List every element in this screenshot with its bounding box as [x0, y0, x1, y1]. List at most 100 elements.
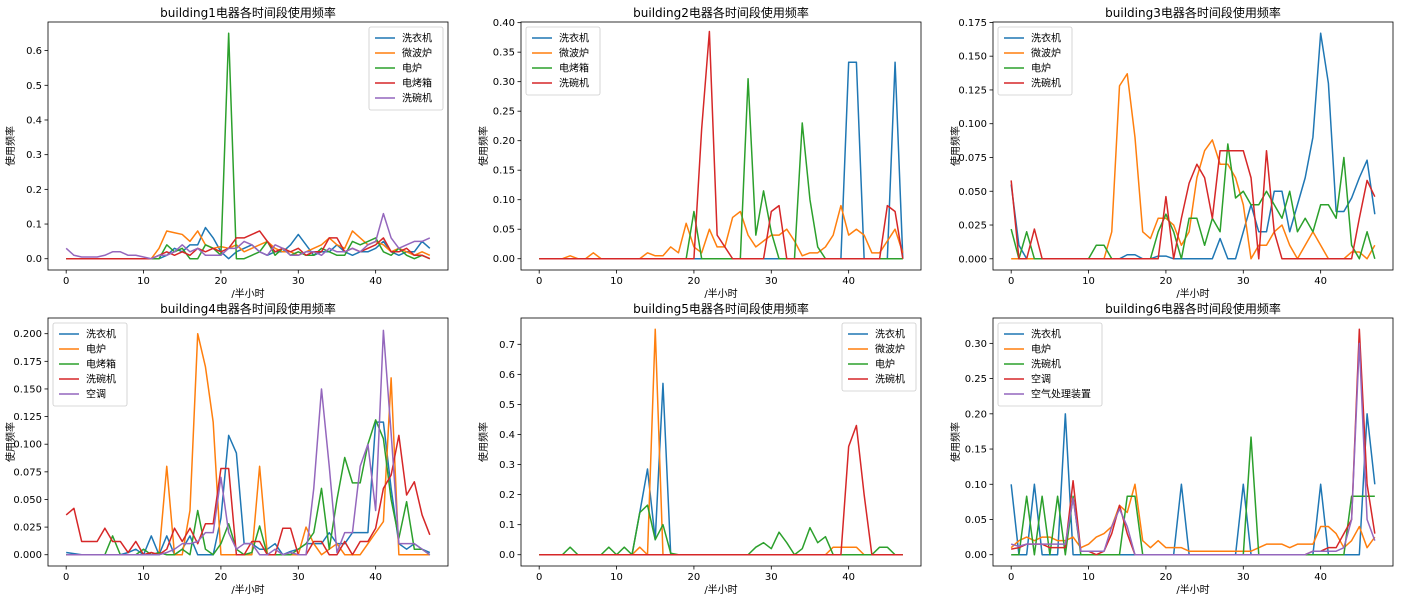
y-tick-label: 0.10 — [493, 195, 515, 206]
legend-label: 洗衣机 — [875, 328, 905, 341]
y-tick-label: 0.30 — [965, 339, 987, 350]
legend-label: 洗衣机 — [1031, 32, 1061, 45]
y-tick-label: 0.0 — [26, 254, 42, 265]
x-tick-label: 0 — [63, 276, 69, 287]
series-line-4 — [539, 30, 904, 260]
chart-panel-6: building6电器各时间段使用频率 0 10 20 30 40 0.00 0.05 0.10… — [949, 301, 1394, 596]
legend-label: 洗碗机 — [1031, 358, 1061, 371]
y-tick-label: 0.25 — [965, 374, 987, 385]
y-tick-label: 0.20 — [965, 409, 987, 420]
y-tick-label: 0.5 — [499, 400, 515, 411]
series-line-4 — [66, 230, 431, 260]
x-tick-label: 20 — [215, 572, 228, 583]
series-line-4 — [1010, 149, 1376, 260]
x-tick-label: 0 — [536, 572, 542, 583]
x-axis-label: /半小时 — [704, 583, 737, 596]
x-axis-label: /半小时 — [1176, 287, 1209, 300]
plot-frame — [520, 21, 922, 271]
legend-label: 电烤箱 — [86, 358, 116, 371]
legend-label: 空调 — [86, 388, 106, 401]
y-tick-label: 0.40 — [493, 18, 515, 29]
y-tick-label: 0.00 — [493, 254, 515, 265]
y-tick-label: 0.5 — [26, 81, 42, 92]
legend-label: 电炉 — [1031, 343, 1051, 356]
y-tick-label: 0.30 — [493, 77, 515, 88]
chart-panel-5: building5电器各时间段使用频率 0 10 20 30 40 0.0 0.1 0.2 0.3… — [477, 301, 922, 596]
legend-label: 洗碗机 — [875, 373, 905, 386]
y-tick-label: 0.175 — [958, 18, 987, 29]
x-tick-label: 20 — [1160, 572, 1173, 583]
y-tick-label: 0.7 — [499, 340, 515, 351]
y-tick-label: 0.000 — [13, 550, 42, 561]
x-tick-label: 10 — [1082, 572, 1095, 583]
x-tick-label: 30 — [765, 572, 778, 583]
y-tick-label: 0.2 — [499, 490, 515, 501]
x-tick-label: 0 — [536, 276, 542, 287]
plot-frame — [520, 317, 922, 567]
series-line-5 — [65, 212, 431, 260]
chart-title: building2电器各时间段使用频率 — [633, 5, 809, 20]
x-axis-label: /半小时 — [231, 287, 264, 300]
y-tick-label: 0.175 — [13, 357, 42, 368]
y-tick-label: 0.35 — [493, 48, 515, 59]
x-tick-label: 40 — [842, 572, 855, 583]
series-line-3 — [1011, 436, 1375, 556]
x-tick-label: 10 — [137, 572, 150, 583]
series-line-5 — [1010, 342, 1376, 556]
x-tick-label: 0 — [1008, 276, 1014, 287]
legend-label: 洗碗机 — [559, 77, 589, 90]
y-tick-label: 0.150 — [13, 384, 42, 395]
chart-title: building3电器各时间段使用频率 — [1105, 5, 1281, 20]
legend-label: 洗碗机 — [1031, 77, 1061, 90]
x-tick-label: 0 — [63, 572, 69, 583]
y-tick-label: 0.15 — [965, 445, 987, 456]
legend-label: 洗衣机 — [86, 328, 116, 341]
y-tick-label: 0.10 — [965, 480, 987, 491]
x-axis-label: /半小时 — [704, 287, 737, 300]
legend-label: 空气处理装置 — [1031, 388, 1091, 401]
x-tick-label: 40 — [842, 276, 855, 287]
x-axis-label: /半小时 — [1176, 583, 1209, 596]
x-tick-label: 40 — [369, 276, 382, 287]
x-tick-label: 10 — [137, 276, 150, 287]
y-tick-label: 0.2 — [26, 185, 42, 196]
legend-box — [997, 322, 1103, 407]
y-axis-label: 使用频率 — [4, 126, 17, 166]
series-line-2 — [1010, 483, 1376, 552]
y-tick-label: 0.3 — [26, 150, 42, 161]
y-tick-label: 0.0 — [499, 550, 515, 561]
x-tick-label: 40 — [1314, 572, 1327, 583]
series-line-1 — [66, 421, 431, 556]
y-tick-label: 0.1 — [499, 520, 515, 531]
x-tick-label: 0 — [1008, 572, 1014, 583]
legend-label: 洗衣机 — [1031, 328, 1061, 341]
plot-frame — [992, 317, 1394, 567]
y-axis-label: 使用频率 — [477, 126, 490, 166]
y-tick-label: 0.000 — [958, 254, 987, 265]
legend-box — [841, 322, 917, 392]
x-tick-label: 20 — [688, 276, 701, 287]
y-tick-label: 0.050 — [13, 495, 42, 506]
chart-title: building6电器各时间段使用频率 — [1105, 301, 1281, 316]
legend-label: 洗碗机 — [402, 92, 432, 105]
plot-frame — [47, 317, 449, 567]
legend-label: 洗衣机 — [559, 32, 589, 45]
y-tick-label: 0.3 — [499, 460, 515, 471]
y-tick-label: 0.025 — [958, 221, 987, 232]
y-tick-label: 0.6 — [499, 370, 515, 381]
y-axis-label: 使用频率 — [477, 422, 490, 462]
x-tick-label: 40 — [369, 572, 382, 583]
y-tick-label: 0.025 — [13, 523, 42, 534]
legend-label: 电炉 — [875, 358, 895, 371]
x-tick-label: 40 — [1314, 276, 1327, 287]
y-tick-label: 0.125 — [958, 85, 987, 96]
legend-label: 电炉 — [1031, 62, 1051, 75]
y-tick-label: 0.200 — [13, 329, 42, 340]
y-tick-label: 0.6 — [26, 46, 42, 57]
x-tick-label: 30 — [292, 276, 305, 287]
